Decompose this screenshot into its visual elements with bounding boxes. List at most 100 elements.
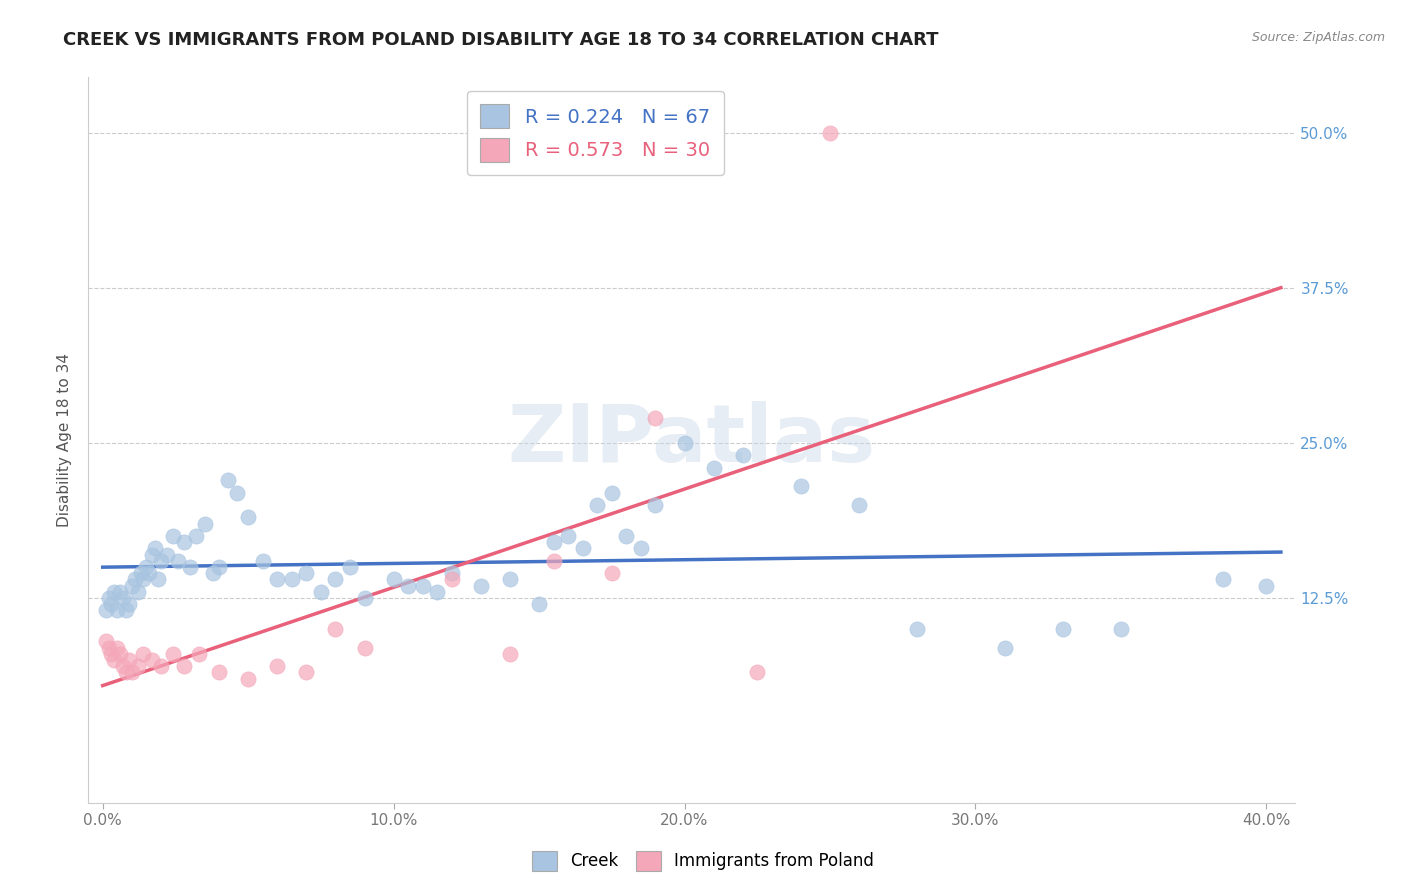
Point <box>132 573 155 587</box>
Point <box>103 653 125 667</box>
Point <box>179 560 201 574</box>
Point <box>124 573 146 587</box>
Point <box>97 591 120 605</box>
Legend: R = 0.224   N = 67, R = 0.573   N = 30: R = 0.224 N = 67, R = 0.573 N = 30 <box>467 91 724 175</box>
Point <box>353 640 375 655</box>
Point <box>499 573 522 587</box>
Text: CREEK VS IMMIGRANTS FROM POLAND DISABILITY AGE 18 TO 34 CORRELATION CHART: CREEK VS IMMIGRANTS FROM POLAND DISABILI… <box>63 31 939 49</box>
Point <box>112 659 135 673</box>
Point <box>112 591 135 605</box>
Point <box>527 597 550 611</box>
Point <box>325 622 347 636</box>
Point <box>225 485 247 500</box>
Point <box>149 554 172 568</box>
Point <box>266 573 288 587</box>
Text: ZIPatlas: ZIPatlas <box>508 401 876 479</box>
Point <box>121 579 143 593</box>
Point <box>295 665 318 680</box>
Point <box>115 603 138 617</box>
Point <box>100 647 122 661</box>
Point <box>703 461 725 475</box>
Point <box>184 529 207 543</box>
Point <box>187 647 209 661</box>
Point <box>1052 622 1074 636</box>
Point <box>905 622 928 636</box>
Point <box>339 560 361 574</box>
Point <box>127 659 149 673</box>
Point <box>630 541 652 556</box>
Point <box>586 498 609 512</box>
Point <box>543 535 565 549</box>
Point <box>281 573 304 587</box>
Point <box>143 541 166 556</box>
Point <box>208 665 231 680</box>
Point <box>790 479 813 493</box>
Point <box>94 634 117 648</box>
Point <box>149 659 172 673</box>
Point <box>173 535 195 549</box>
Point <box>818 126 841 140</box>
Point <box>600 485 623 500</box>
Point <box>208 560 231 574</box>
Point <box>325 573 347 587</box>
Point <box>644 498 666 512</box>
Point <box>121 665 143 680</box>
Point <box>173 659 195 673</box>
Point <box>600 566 623 581</box>
Point <box>295 566 318 581</box>
Point <box>440 573 463 587</box>
Point <box>440 566 463 581</box>
Point <box>127 584 149 599</box>
Point <box>135 560 157 574</box>
Point <box>993 640 1015 655</box>
Point <box>412 579 434 593</box>
Point <box>162 529 184 543</box>
Point <box>100 597 122 611</box>
Point <box>557 529 579 543</box>
Point <box>236 510 259 524</box>
Point <box>309 584 332 599</box>
Point <box>202 566 225 581</box>
Point <box>105 640 128 655</box>
Point <box>1256 579 1278 593</box>
Point <box>94 603 117 617</box>
Point <box>382 573 405 587</box>
Point <box>97 640 120 655</box>
Y-axis label: Disability Age 18 to 34: Disability Age 18 to 34 <box>58 353 72 527</box>
Point <box>236 672 259 686</box>
Point <box>103 584 125 599</box>
Point <box>614 529 637 543</box>
Point <box>396 579 419 593</box>
Point <box>132 647 155 661</box>
Text: Source: ZipAtlas.com: Source: ZipAtlas.com <box>1251 31 1385 45</box>
Point <box>118 653 141 667</box>
Point <box>193 516 215 531</box>
Point <box>156 548 179 562</box>
Point <box>167 554 190 568</box>
Point <box>115 665 138 680</box>
Point <box>543 554 565 568</box>
Point <box>470 579 492 593</box>
Point <box>499 647 522 661</box>
Point <box>162 647 184 661</box>
Point <box>141 548 163 562</box>
Point <box>747 665 769 680</box>
Point <box>848 498 870 512</box>
Point <box>141 653 163 667</box>
Point <box>571 541 593 556</box>
Point <box>1212 573 1234 587</box>
Point <box>266 659 288 673</box>
Legend: Creek, Immigrants from Poland: Creek, Immigrants from Poland <box>524 842 882 880</box>
Point <box>146 573 169 587</box>
Point <box>217 473 239 487</box>
Point <box>426 584 449 599</box>
Point <box>108 584 131 599</box>
Point <box>673 436 696 450</box>
Point <box>138 566 160 581</box>
Point <box>353 591 375 605</box>
Point <box>644 411 666 425</box>
Point <box>1109 622 1132 636</box>
Point <box>118 597 141 611</box>
Point <box>105 603 128 617</box>
Point <box>731 449 754 463</box>
